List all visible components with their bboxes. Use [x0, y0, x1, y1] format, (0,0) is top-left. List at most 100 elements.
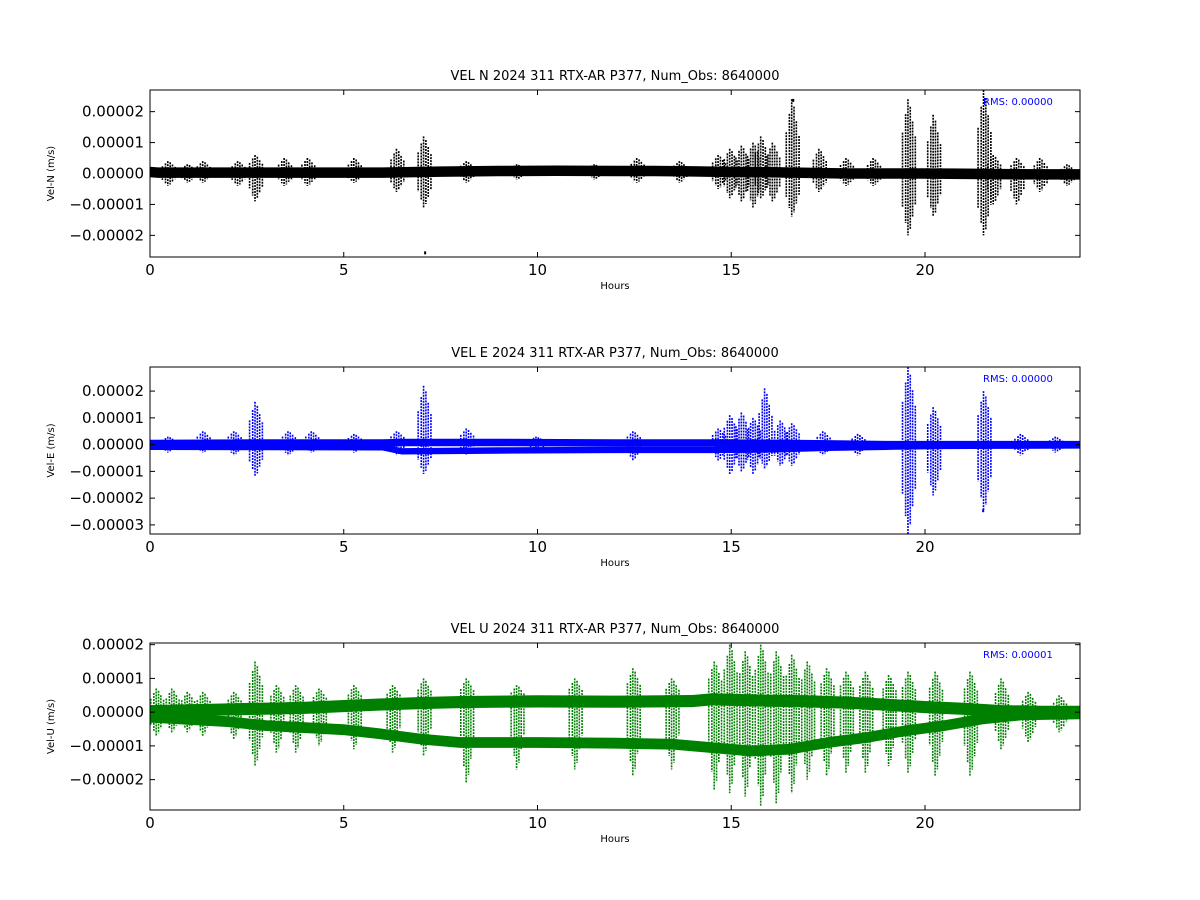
data-spike-cluster-17: [773, 420, 789, 467]
y-tick-label: 0.00001: [82, 409, 144, 427]
data-spike-cluster-28: [901, 671, 917, 773]
x-tick-label: 20: [915, 814, 934, 832]
chart-title: VEL E 2024 311 RTX-AR P377, Num_Obs: 864…: [451, 346, 778, 361]
data-spike-cluster-15: [711, 154, 727, 189]
chart-title: VEL U 2024 311 RTX-AR P377, Num_Obs: 864…: [451, 622, 780, 637]
x-tick-label: 5: [339, 261, 349, 279]
data-spike-cluster-22: [926, 407, 942, 496]
data-spike-cluster-20: [754, 644, 769, 807]
y-tick-label: 0.00000: [82, 703, 144, 721]
data-spike-cluster-20: [851, 433, 866, 456]
plot-area: [150, 644, 1080, 807]
rms-annotation: RMS: 0.00000: [983, 374, 1053, 385]
data-spike-cluster-18: [723, 644, 738, 794]
data-spike-cluster-8: [312, 688, 328, 746]
x-axis-label: Hours: [600, 281, 629, 292]
x-tick-label: 15: [722, 538, 741, 556]
data-spike-cluster-1: [180, 164, 196, 183]
data-spike-cluster-30: [1033, 158, 1048, 193]
data-spike-cluster-14: [568, 678, 583, 770]
x-axis-label: Hours: [600, 558, 629, 569]
data-spike-cluster-2: [196, 161, 211, 183]
data-spike-cluster-23: [977, 391, 992, 512]
y-tick-label: −0.00001: [69, 737, 144, 755]
y-tick-label: 0.00002: [82, 636, 144, 654]
data-spike-cluster-13: [630, 158, 645, 183]
x-tick-label: 20: [915, 538, 934, 556]
data-point-outlier: [982, 509, 985, 513]
x-tick-label: 5: [339, 814, 349, 832]
axes-frame: [149, 366, 1081, 535]
data-spike-cluster-0: [161, 161, 176, 186]
data-spike-cluster-17: [707, 661, 723, 790]
data-spike-cluster-27: [882, 675, 897, 767]
y-axis-label: Vel-E (m/s): [46, 423, 57, 477]
data-spike-cluster-31: [1060, 164, 1075, 186]
data-spike-cluster-5: [277, 158, 293, 186]
x-tick-label: 10: [528, 814, 547, 832]
data-spike-cluster-12: [459, 678, 475, 784]
data-spike-cluster-9: [347, 685, 362, 750]
data-point-outlier: [424, 251, 427, 255]
data-spike-cluster-6: [347, 433, 362, 453]
data-spike-cluster-12: [711, 428, 727, 461]
data-spike-cluster-20: [766, 142, 781, 202]
data-spike-cluster-13: [510, 685, 525, 770]
data-spike-cluster-8: [417, 385, 432, 475]
data-spike-cluster-23: [839, 158, 855, 186]
x-tick-label: 0: [145, 814, 155, 832]
y-tick-label: −0.00002: [69, 226, 144, 244]
data-spike-cluster-29: [928, 671, 944, 777]
data-spike-cluster-29: [1010, 158, 1025, 205]
data-spike-cluster-16: [758, 388, 773, 469]
x-tick-label: 15: [722, 814, 741, 832]
x-axis-label: Hours: [600, 834, 629, 845]
data-spike-cluster-5: [248, 661, 264, 767]
data-spike-cluster-26: [859, 671, 874, 773]
rms-annotation: RMS: 0.00001: [983, 650, 1053, 661]
data-spike-cluster-17: [735, 145, 750, 202]
data-spike-cluster-18: [785, 423, 800, 467]
data-spike-cluster-19: [754, 136, 769, 199]
x-tick-label: 15: [722, 261, 741, 279]
data-spike-cluster-25: [901, 99, 917, 236]
data-spike-cluster-9: [417, 136, 432, 208]
data-spike-cluster-2: [227, 431, 242, 456]
y-tick-label: −0.00001: [69, 462, 144, 480]
y-tick-label: 0.00001: [82, 134, 144, 152]
data-spike-cluster-24: [866, 158, 882, 186]
data-spike-cluster-30: [963, 671, 979, 777]
data-spike-cluster-10: [529, 436, 545, 453]
data-spike-cluster-25: [839, 671, 855, 773]
data-spike-cluster-4: [227, 691, 242, 740]
data-spike-cluster-26: [926, 114, 942, 217]
data-spike-cluster-3: [196, 691, 211, 736]
rms-annotation: RMS: 0.00000: [983, 97, 1053, 108]
data-spike-cluster-23: [800, 661, 816, 780]
data-spike-cluster-14: [673, 161, 688, 183]
data-spike-cluster-15: [626, 668, 641, 777]
y-axis-label: Vel-U (m/s): [46, 699, 57, 754]
data-spike-cluster-15: [746, 417, 762, 475]
data-spike-cluster-1: [196, 431, 211, 453]
data-spike-cluster-11: [626, 431, 641, 461]
data-spike-cluster-2: [180, 691, 196, 733]
data-spike-cluster-3: [231, 161, 246, 186]
data-spike-cluster-0: [161, 436, 176, 453]
x-tick-label: 5: [339, 538, 349, 556]
data-spike-cluster-4: [281, 431, 297, 456]
data-spike-cluster-24: [820, 668, 835, 777]
axes-frame: [149, 642, 1081, 811]
data-spike-cluster-5: [304, 431, 320, 453]
x-tick-label: 20: [915, 261, 934, 279]
y-tick-label: −0.00003: [69, 516, 144, 534]
data-spike-cluster-10: [459, 161, 475, 183]
data-spike-cluster-19: [738, 651, 754, 797]
data-spike-cluster-21: [769, 651, 785, 804]
data-spike-cluster-12: [587, 164, 603, 180]
plot-area: [150, 90, 1080, 255]
data-spike-cluster-22: [812, 148, 827, 193]
y-tick-label: −0.00002: [69, 489, 144, 507]
data-band-1: [150, 442, 1080, 455]
